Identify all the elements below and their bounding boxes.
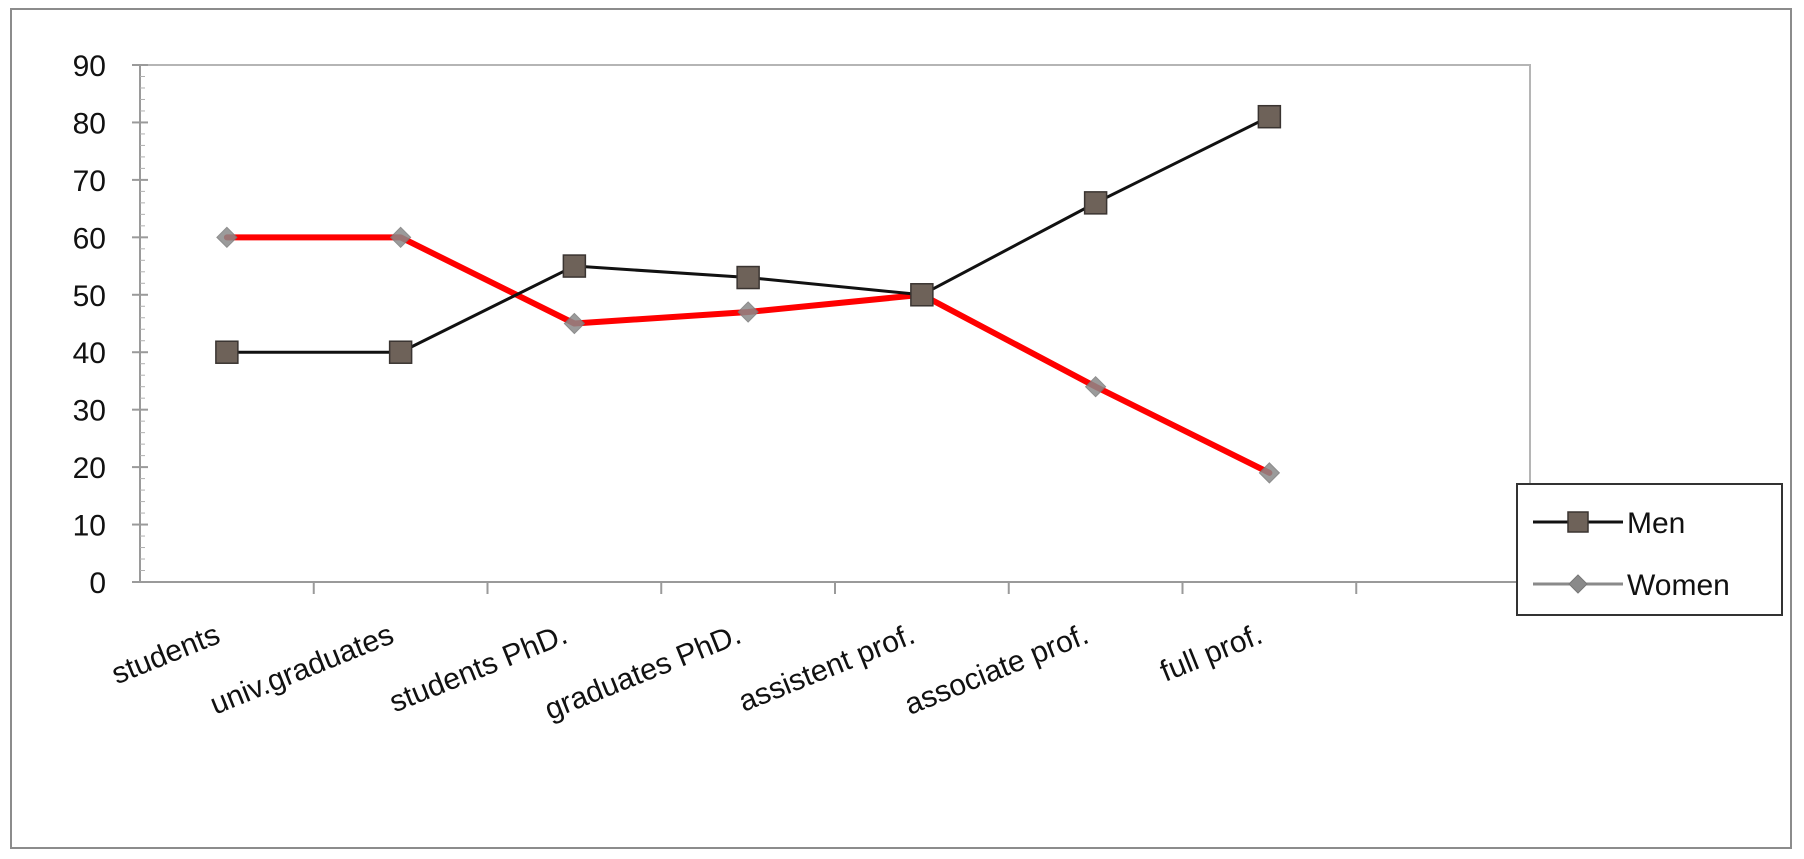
x-category-label: students [107,618,225,691]
data-point-women [1084,375,1107,398]
legend-women-marker [1568,574,1588,594]
legend-box [1516,483,1783,616]
y-axis-ticks: 0 10 20 30 40 50 60 70 80 90 [73,50,148,600]
legend-men-marker [1567,511,1589,533]
data-point-women [563,312,586,335]
data-point-men [215,340,239,364]
plot-area [139,64,1531,583]
data-point-men [562,254,587,278]
data-point-men [1083,191,1108,215]
series-layer [215,104,1282,484]
data-point-women [737,301,759,323]
y-tick-label: 10 [73,510,106,543]
y-tick-label: 80 [73,107,106,140]
data-point-women [1258,462,1281,484]
x-category-label: univ.graduates [205,618,398,721]
data-point-women [389,226,412,249]
y-tick-label: 70 [73,165,106,198]
legend-men-label: Men [1627,507,1685,540]
y-tick-label: 30 [73,395,106,428]
y-tick-label: 40 [73,337,106,370]
data-point-men [736,265,760,290]
x-category-label: full prof. [1156,618,1267,689]
data-point-men [1257,104,1282,129]
x-category-label: graduates PhD. [540,618,746,727]
data-point-men [910,283,934,307]
y-tick-label: 60 [73,222,106,255]
legend: Men Women [1516,483,1783,616]
x-category-label: associate prof. [900,618,1093,722]
data-point-men [388,340,413,364]
y-tick-label: 50 [73,280,106,313]
x-category-label: assistent prof. [734,618,920,719]
y-tick-label: 20 [73,452,106,485]
data-point-women [216,226,238,249]
y-tick-label: 0 [89,567,106,600]
legend-women-label: Women [1627,569,1730,602]
y-tick-label: 90 [73,50,106,83]
